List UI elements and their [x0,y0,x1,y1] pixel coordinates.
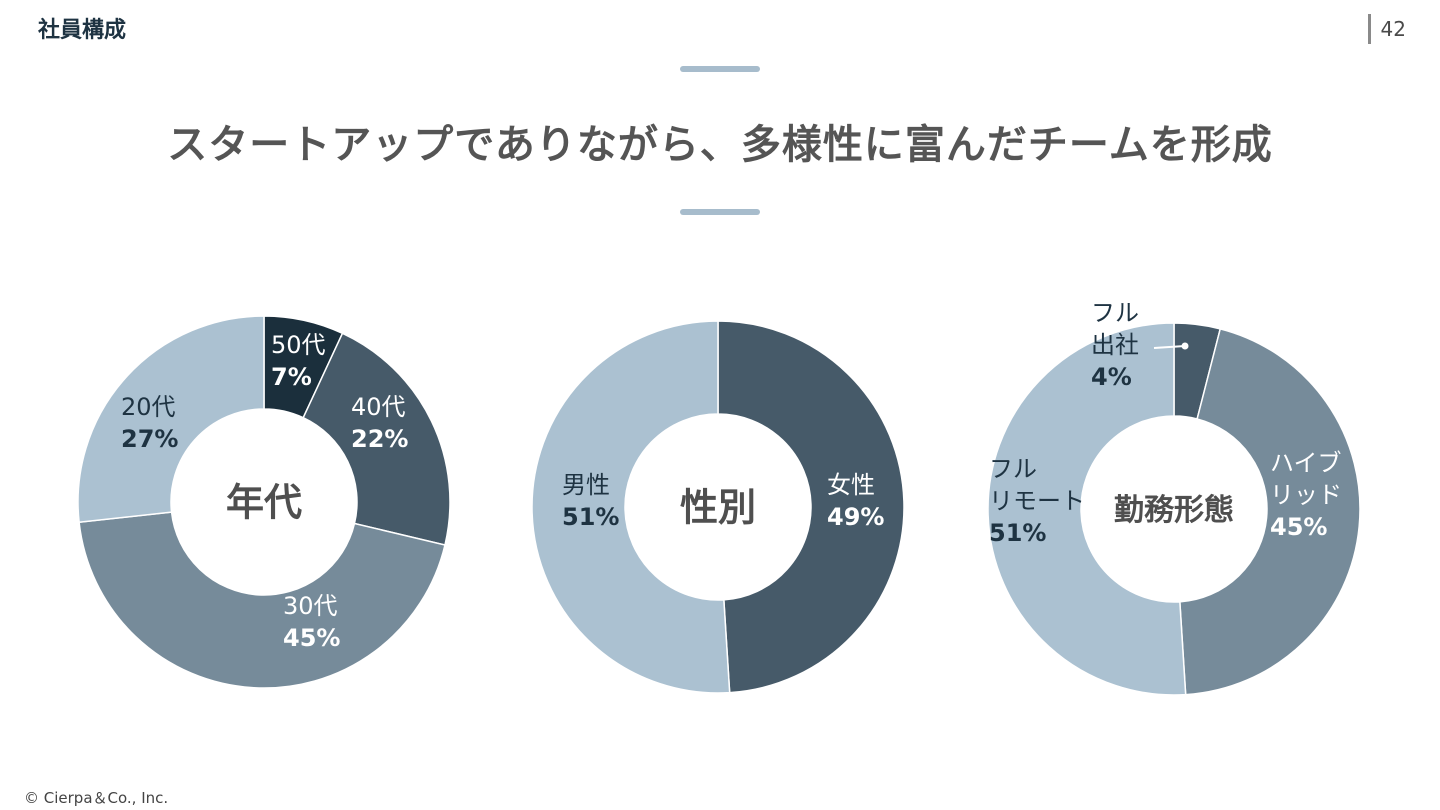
slice-remote [987,322,1187,696]
donut-center-label: 勤務形態 [1114,493,1234,528]
top-divider [680,66,760,72]
copyright: © Cierpa＆Co., Inc. [24,789,169,807]
slice-label: 男性 51% [562,471,619,531]
donut-center-label: 年代 [226,481,302,525]
bottom-divider [680,209,760,215]
leader-dot [1181,342,1189,350]
slice-label: 40代 22% [351,393,408,453]
page-number: 42 [1367,14,1406,44]
slice-label: 女性 49% [827,471,884,531]
slice-hybrid [1179,327,1361,696]
page-title: スタートアップでありながら、多様性に富んだチームを形成 [167,122,1273,168]
slice-label: フルリモート 51% [989,455,1085,547]
age-donut-chart: 年代 50代 7% 40代 22% 30代 45% 20代 27% [77,315,451,689]
slice-label: 20代 27% [121,393,178,453]
slice-30s [78,511,446,689]
work-style-donut-chart: 勤務形態 フル出社 4% ハイブリッド 45% フルリモート 51% [987,299,1361,696]
slice-male [531,320,731,694]
section-title: 社員構成 [38,18,127,43]
leader-line [1153,345,1186,349]
slice-label: 30代 45% [283,592,340,652]
slice-20s [77,315,265,524]
slice-label: ハイブリッド 45% [1270,449,1342,541]
slice-label: 50代 7% [271,331,326,391]
slice-40s [302,332,451,546]
slice-female [717,320,905,694]
slice-label: フル出社 4% [1091,299,1139,391]
donut-center-label: 性別 [680,486,756,530]
gender-donut-chart: 性別 女性 49% 男性 51% [531,320,905,694]
